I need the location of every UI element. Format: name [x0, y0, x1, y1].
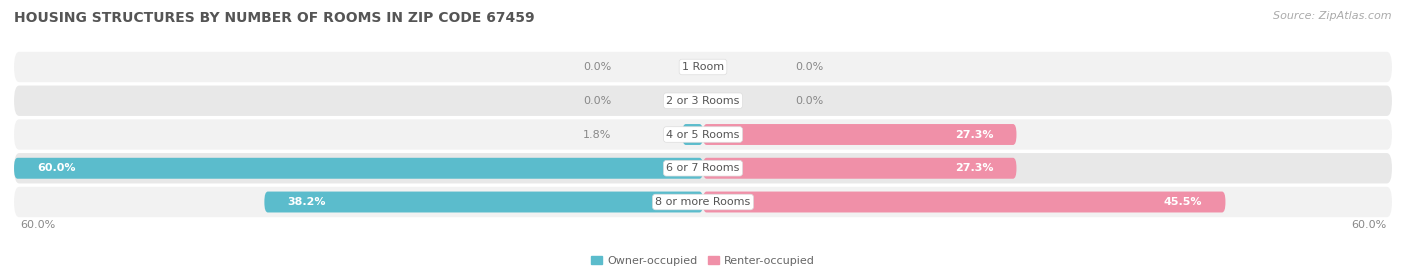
Text: 45.5%: 45.5% — [1164, 197, 1202, 207]
Text: 60.0%: 60.0% — [37, 163, 76, 173]
Legend: Owner-occupied, Renter-occupied: Owner-occupied, Renter-occupied — [586, 251, 820, 269]
Text: 38.2%: 38.2% — [287, 197, 326, 207]
FancyBboxPatch shape — [703, 158, 1017, 179]
FancyBboxPatch shape — [14, 158, 703, 179]
Text: 1 Room: 1 Room — [682, 62, 724, 72]
Text: 27.3%: 27.3% — [955, 163, 994, 173]
Text: 4 or 5 Rooms: 4 or 5 Rooms — [666, 129, 740, 140]
FancyBboxPatch shape — [682, 124, 703, 145]
FancyBboxPatch shape — [14, 153, 1392, 183]
Text: 0.0%: 0.0% — [583, 96, 612, 106]
FancyBboxPatch shape — [14, 187, 1392, 217]
Text: 0.0%: 0.0% — [583, 62, 612, 72]
FancyBboxPatch shape — [14, 52, 1392, 82]
Text: HOUSING STRUCTURES BY NUMBER OF ROOMS IN ZIP CODE 67459: HOUSING STRUCTURES BY NUMBER OF ROOMS IN… — [14, 11, 534, 25]
FancyBboxPatch shape — [264, 192, 703, 213]
Text: 60.0%: 60.0% — [20, 220, 55, 229]
FancyBboxPatch shape — [14, 119, 1392, 150]
Text: 2 or 3 Rooms: 2 or 3 Rooms — [666, 96, 740, 106]
Text: 8 or more Rooms: 8 or more Rooms — [655, 197, 751, 207]
Text: 0.0%: 0.0% — [794, 62, 823, 72]
FancyBboxPatch shape — [703, 192, 1226, 213]
Text: 6 or 7 Rooms: 6 or 7 Rooms — [666, 163, 740, 173]
FancyBboxPatch shape — [703, 124, 1017, 145]
FancyBboxPatch shape — [14, 86, 1392, 116]
Text: 27.3%: 27.3% — [955, 129, 994, 140]
Text: 60.0%: 60.0% — [1351, 220, 1386, 229]
Text: 1.8%: 1.8% — [582, 129, 612, 140]
Text: 0.0%: 0.0% — [794, 96, 823, 106]
Text: Source: ZipAtlas.com: Source: ZipAtlas.com — [1274, 11, 1392, 21]
